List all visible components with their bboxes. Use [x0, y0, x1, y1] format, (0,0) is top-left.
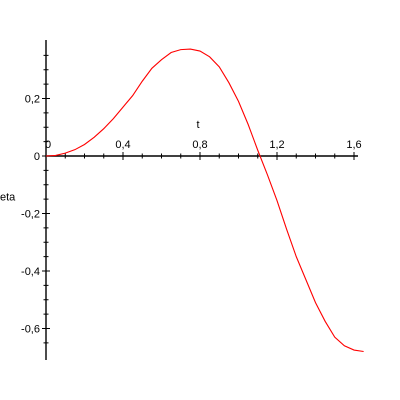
y-tick-label: -0,2: [21, 209, 40, 221]
y-tick-label: -0,4: [21, 266, 40, 278]
y-tick-label: -0,6: [21, 324, 40, 336]
series-layer: [45, 48, 364, 353]
x-tick-label: 0: [45, 139, 51, 151]
x-tick-label: 1,6: [346, 139, 361, 151]
y-tick-label: 0,2: [25, 94, 40, 106]
x-tick-label: 0,4: [115, 139, 130, 151]
x-tick-label: 0,8: [192, 139, 207, 151]
series-line-1: [45, 48, 364, 353]
x-tick-labels: 0 0,4 0,8 1,2 1,6: [45, 139, 362, 151]
x-tick-label: 1,2: [269, 139, 284, 151]
y-tick-labels: 0,2 0 -0,2 -0,4 -0,6: [21, 94, 40, 336]
y-tick-label: 0: [34, 151, 40, 163]
x-axis-label: t: [197, 119, 200, 131]
major-ticks: [42, 98, 355, 329]
y-axis-label: eta: [0, 192, 16, 204]
minor-ticks: [43, 54, 336, 344]
